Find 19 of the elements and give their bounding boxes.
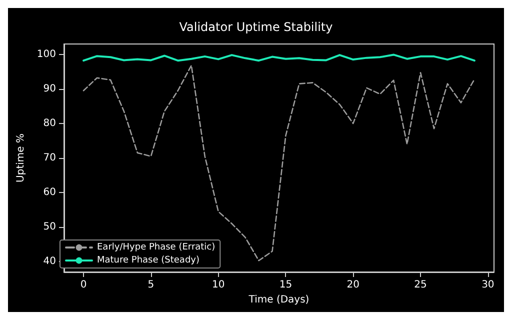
y-tick-label: 70 <box>43 152 56 164</box>
x-tick-label: 25 <box>414 280 427 290</box>
y-tick-label: 90 <box>43 83 56 94</box>
x-tick-label: 20 <box>346 280 360 290</box>
y-tick-label: 50 <box>43 222 56 233</box>
legend-label: Early/Hype Phase (Erratic) <box>97 242 216 252</box>
y-tick-label: 100 <box>36 48 56 60</box>
x-tick-label: 5 <box>148 280 154 290</box>
y-axis-title: Uptime % <box>16 134 26 182</box>
x-tick-label: 0 <box>80 280 87 290</box>
legend-label: Mature Phase (Steady) <box>97 256 200 266</box>
x-tick-label: 30 <box>482 280 494 290</box>
x-axis-title: Time (Days) <box>248 294 310 306</box>
x-tick-label: 15 <box>279 280 292 290</box>
y-tick-label: 60 <box>43 187 56 198</box>
x-tick-label: 10 <box>212 280 225 290</box>
chart-title: Validator Uptime Stability <box>179 20 333 34</box>
y-tick-label: 80 <box>43 118 56 129</box>
y-tick-label: 40 <box>43 256 56 268</box>
